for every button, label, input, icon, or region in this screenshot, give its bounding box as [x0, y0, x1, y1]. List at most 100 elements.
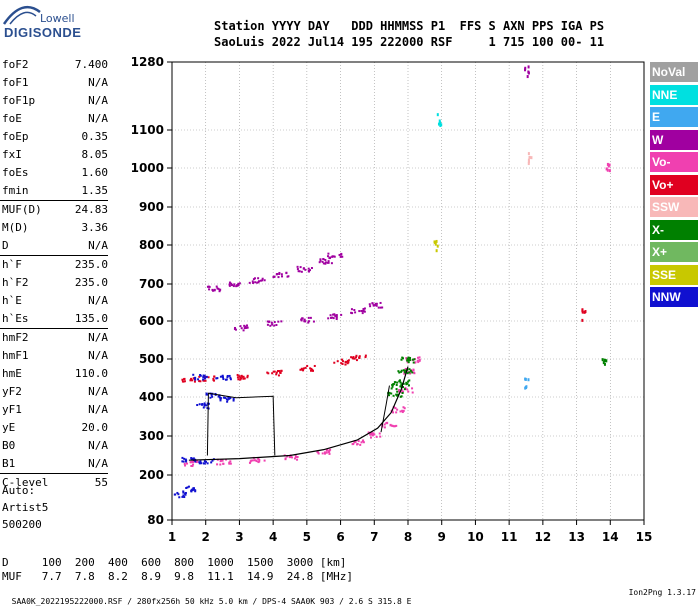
param-row-foe: foE N/A [0, 110, 112, 128]
echo-point [183, 496, 186, 499]
echo-point [203, 374, 206, 377]
echo-point [280, 320, 283, 323]
y-tick-label: 700 [139, 277, 164, 291]
echo-point [294, 455, 297, 458]
x-tick-label: 10 [467, 530, 484, 544]
echo-point [581, 308, 584, 312]
echo-point [235, 285, 238, 288]
echo-point [192, 377, 195, 380]
echo-point [187, 485, 190, 488]
echo-point [436, 244, 439, 248]
echo-point [439, 124, 442, 128]
echo-point [607, 164, 610, 168]
echo-point [370, 431, 373, 434]
y-tick-label: 500 [139, 352, 164, 366]
echo-point [308, 270, 311, 273]
echo-point [302, 369, 305, 372]
echo-point [319, 259, 322, 262]
param-value: 55 [94, 476, 108, 489]
header-line1: Station YYYY DAY DDD HHMMSS P1 FFS S AXN… [214, 19, 605, 33]
echo-point [207, 402, 210, 405]
echo-point [605, 167, 608, 171]
echo-point [237, 282, 240, 285]
echo-point [209, 396, 212, 399]
param-value: N/A [88, 349, 108, 362]
echo-point [393, 425, 396, 428]
echo-point [219, 460, 222, 463]
param-label: h`F2 [2, 276, 29, 289]
echo-point [239, 325, 242, 328]
echo-point [254, 281, 257, 284]
param-row-clevel: C-level 55 [0, 474, 112, 492]
echo-point [321, 260, 324, 263]
echo-point [355, 354, 358, 357]
echo-point [329, 314, 332, 317]
param-value: 110.0 [74, 367, 108, 380]
echo-point [192, 460, 195, 463]
echo-point [226, 400, 229, 403]
echo-point [242, 375, 245, 378]
echo-point [236, 284, 239, 287]
echo-point [191, 457, 194, 460]
echo-point [252, 278, 255, 281]
echo-point [203, 404, 206, 407]
muf-distance-row: D 100 200 400 600 800 1000 1500 3000 [km… [2, 556, 347, 569]
echo-point [191, 465, 194, 468]
echo-point [184, 458, 187, 461]
echo-point [406, 359, 409, 362]
echo-point [403, 388, 406, 391]
echo-point [358, 355, 361, 358]
echo-point [527, 160, 530, 164]
echo-point [243, 327, 246, 330]
echo-point [194, 378, 197, 381]
plot-echo-traces [173, 65, 611, 499]
echo-point [395, 393, 398, 396]
echo-point [405, 381, 408, 384]
echo-point [298, 270, 301, 273]
echo-point [198, 375, 201, 378]
echo-point [210, 393, 213, 396]
echo-point [411, 391, 414, 394]
echo-point [182, 490, 185, 493]
echo-point [411, 387, 414, 390]
legend-item-sse: SSE [650, 264, 698, 285]
echo-point [267, 372, 270, 375]
echo-point [244, 325, 247, 328]
param-separator [0, 473, 108, 474]
echo-point [344, 363, 347, 366]
echo-point [203, 462, 206, 465]
echo-point [390, 392, 393, 395]
echo-point [581, 318, 584, 322]
param-label: hmE [2, 367, 22, 380]
echo-point [406, 361, 409, 364]
echo-point [407, 380, 410, 383]
echo-point [406, 372, 409, 375]
echo-point [181, 460, 184, 463]
echo-point [253, 459, 256, 462]
echo-point [194, 460, 197, 463]
param-label: yF2 [2, 385, 22, 398]
echo-point [273, 370, 276, 373]
x-tick-label: 6 [336, 530, 344, 544]
param-value: N/A [88, 439, 108, 452]
x-tick-label: 9 [438, 530, 446, 544]
echo-point [203, 375, 206, 378]
x-tick-label: 13 [568, 530, 585, 544]
echo-point [327, 317, 330, 320]
echo-point [261, 277, 264, 280]
echo-point [407, 390, 410, 393]
param-row-fof2: foF2 7.400 [0, 56, 112, 74]
echo-point [304, 366, 307, 369]
logo-line1: Lowell [40, 12, 75, 25]
echo-point [208, 288, 211, 291]
param-label: hmF2 [2, 331, 29, 344]
echo-point [229, 378, 232, 381]
param-row-fxi: fxI 8.05 [0, 146, 112, 164]
param-row-hf2: h`F2 235.0 [0, 274, 112, 292]
echo-point [377, 306, 380, 309]
param-label: D [2, 239, 9, 252]
param-separator [0, 255, 108, 256]
echo-point [371, 432, 374, 435]
echo-point [338, 253, 341, 256]
echo-point [246, 326, 249, 329]
